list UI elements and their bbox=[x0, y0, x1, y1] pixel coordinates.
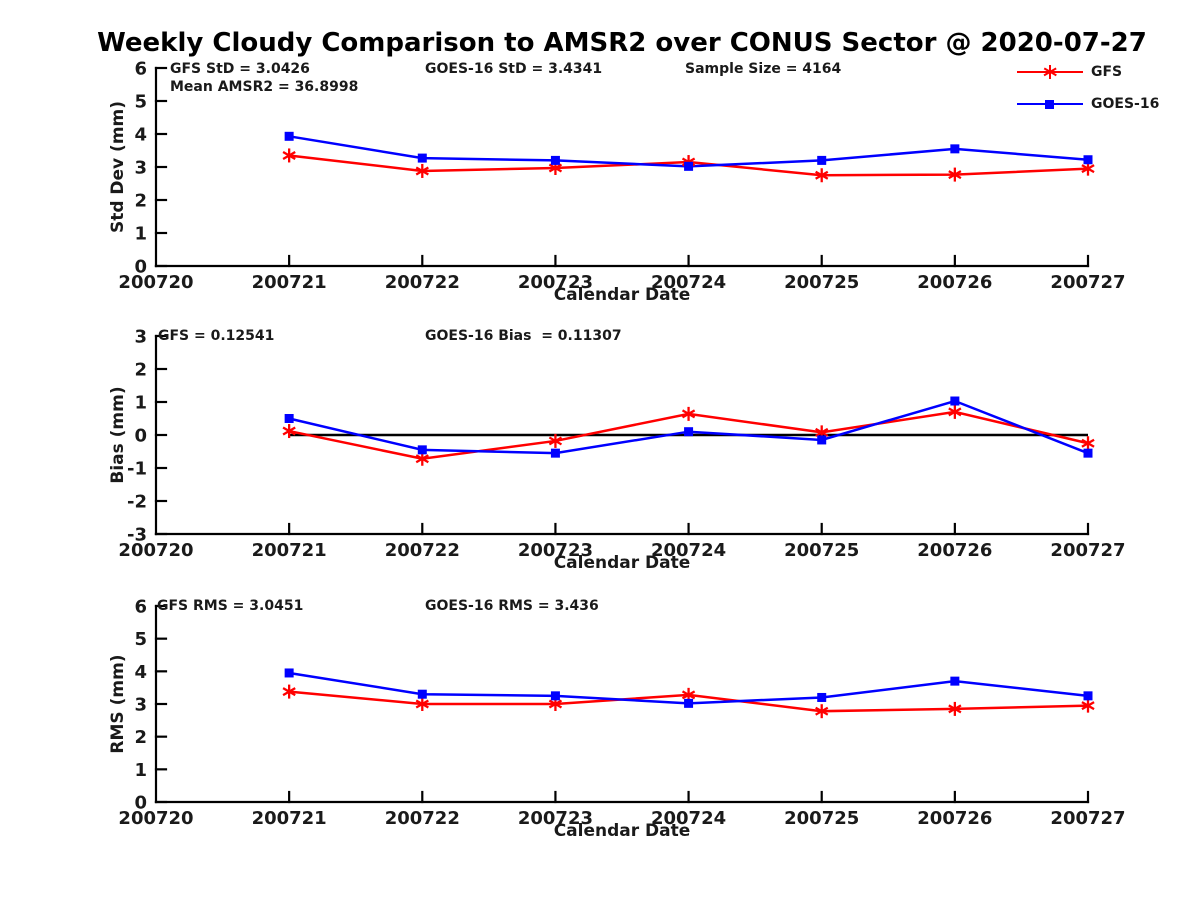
annotation-gfs-bias: GFS = 0.12541 bbox=[158, 328, 275, 344]
chart-title: Weekly Cloudy Comparison to AMSR2 over C… bbox=[97, 28, 1147, 58]
svg-text:1: 1 bbox=[134, 224, 147, 245]
svg-text:200720: 200720 bbox=[118, 808, 193, 829]
ylabel-rms: RMS (mm) bbox=[108, 654, 128, 754]
svg-text:200725: 200725 bbox=[784, 808, 859, 829]
svg-text:200724: 200724 bbox=[651, 272, 726, 293]
svg-text:6: 6 bbox=[134, 59, 147, 80]
svg-text:1: 1 bbox=[134, 393, 147, 414]
svg-text:200726: 200726 bbox=[917, 272, 992, 293]
svg-text:200722: 200722 bbox=[385, 272, 460, 293]
svg-text:-2: -2 bbox=[127, 492, 147, 513]
xlabel-calendar-date-3: Calendar Date bbox=[553, 821, 691, 841]
annotation-goes16-std: GOES-16 StD = 3.4341 bbox=[425, 61, 603, 77]
svg-text:200725: 200725 bbox=[784, 540, 859, 561]
svg-text:200725: 200725 bbox=[784, 272, 859, 293]
svg-text:5: 5 bbox=[134, 629, 147, 650]
subplot-1: -3 -2 -1 0 1 2 3 200720 200721 200722 200723 200724… bbox=[118, 327, 1125, 562]
legend-label-goes16: GOES-16 bbox=[1091, 96, 1160, 112]
svg-text:200726: 200726 bbox=[917, 808, 992, 829]
svg-text:200721: 200721 bbox=[252, 540, 327, 561]
svg-text:4: 4 bbox=[134, 125, 147, 146]
svg-text:200724: 200724 bbox=[651, 808, 726, 829]
ylabel-std-dev: Std Dev (mm) bbox=[108, 100, 128, 234]
svg-text:4: 4 bbox=[134, 662, 147, 683]
svg-text:200721: 200721 bbox=[252, 272, 327, 293]
svg-text:2: 2 bbox=[134, 360, 147, 381]
legend-label-gfs: GFS bbox=[1091, 64, 1123, 80]
gfs-line-asterisk-icon bbox=[1017, 64, 1083, 80]
legend-item-goes16: GOES-16 bbox=[1017, 92, 1159, 116]
svg-text:200723: 200723 bbox=[518, 540, 593, 561]
annotation-goes16-bias: GOES-16 Bias = 0.11307 bbox=[425, 328, 622, 344]
annotation-goes16-rms: GOES-16 RMS = 3.436 bbox=[425, 598, 599, 614]
svg-text:3: 3 bbox=[134, 695, 147, 716]
svg-text:3: 3 bbox=[134, 327, 147, 348]
goes16-line-square-icon bbox=[1017, 96, 1083, 112]
annotation-sample-size: Sample Size = 4164 bbox=[685, 61, 842, 77]
subplot-2: 0 1 2 3 4 5 6 200720 200721 200722 200723 200724 200… bbox=[118, 597, 1125, 830]
annotation-gfs-std: GFS StD = 3.0426 bbox=[170, 61, 310, 77]
svg-text:200727: 200727 bbox=[1050, 272, 1125, 293]
svg-text:-3: -3 bbox=[127, 525, 147, 546]
svg-text:200727: 200727 bbox=[1050, 540, 1125, 561]
ylabel-bias: Bias (mm) bbox=[108, 386, 128, 484]
svg-text:200724: 200724 bbox=[651, 540, 726, 561]
svg-text:5: 5 bbox=[134, 92, 147, 113]
legend: GFS GOES-16 bbox=[1017, 60, 1159, 124]
svg-text:200723: 200723 bbox=[518, 808, 593, 829]
svg-text:200726: 200726 bbox=[917, 540, 992, 561]
svg-text:2: 2 bbox=[134, 191, 147, 212]
svg-text:0: 0 bbox=[134, 426, 147, 447]
svg-text:200720: 200720 bbox=[118, 272, 193, 293]
svg-text:1: 1 bbox=[134, 760, 147, 781]
svg-text:200722: 200722 bbox=[385, 540, 460, 561]
svg-text:0: 0 bbox=[134, 793, 147, 814]
xlabel-calendar-date-1: Calendar Date bbox=[553, 285, 691, 305]
annotation-gfs-rms: GFS RMS = 3.0451 bbox=[157, 598, 304, 614]
svg-text:200721: 200721 bbox=[252, 808, 327, 829]
svg-text:6: 6 bbox=[134, 597, 147, 618]
svg-text:3: 3 bbox=[134, 158, 147, 179]
svg-text:200727: 200727 bbox=[1050, 808, 1125, 829]
annotation-mean-amsr2: Mean AMSR2 = 36.8998 bbox=[170, 79, 359, 95]
svg-text:0: 0 bbox=[134, 257, 147, 278]
svg-text:200722: 200722 bbox=[385, 808, 460, 829]
xlabel-calendar-date-2: Calendar Date bbox=[553, 553, 691, 573]
svg-text:200720: 200720 bbox=[118, 540, 193, 561]
legend-item-gfs: GFS bbox=[1017, 60, 1159, 84]
svg-text:-1: -1 bbox=[127, 459, 147, 480]
svg-text:200723: 200723 bbox=[518, 272, 593, 293]
svg-text:2: 2 bbox=[134, 727, 147, 748]
subplot-0: 0 1 2 3 4 5 6 200720 200721 200722 200723 200724 200… bbox=[118, 59, 1125, 294]
